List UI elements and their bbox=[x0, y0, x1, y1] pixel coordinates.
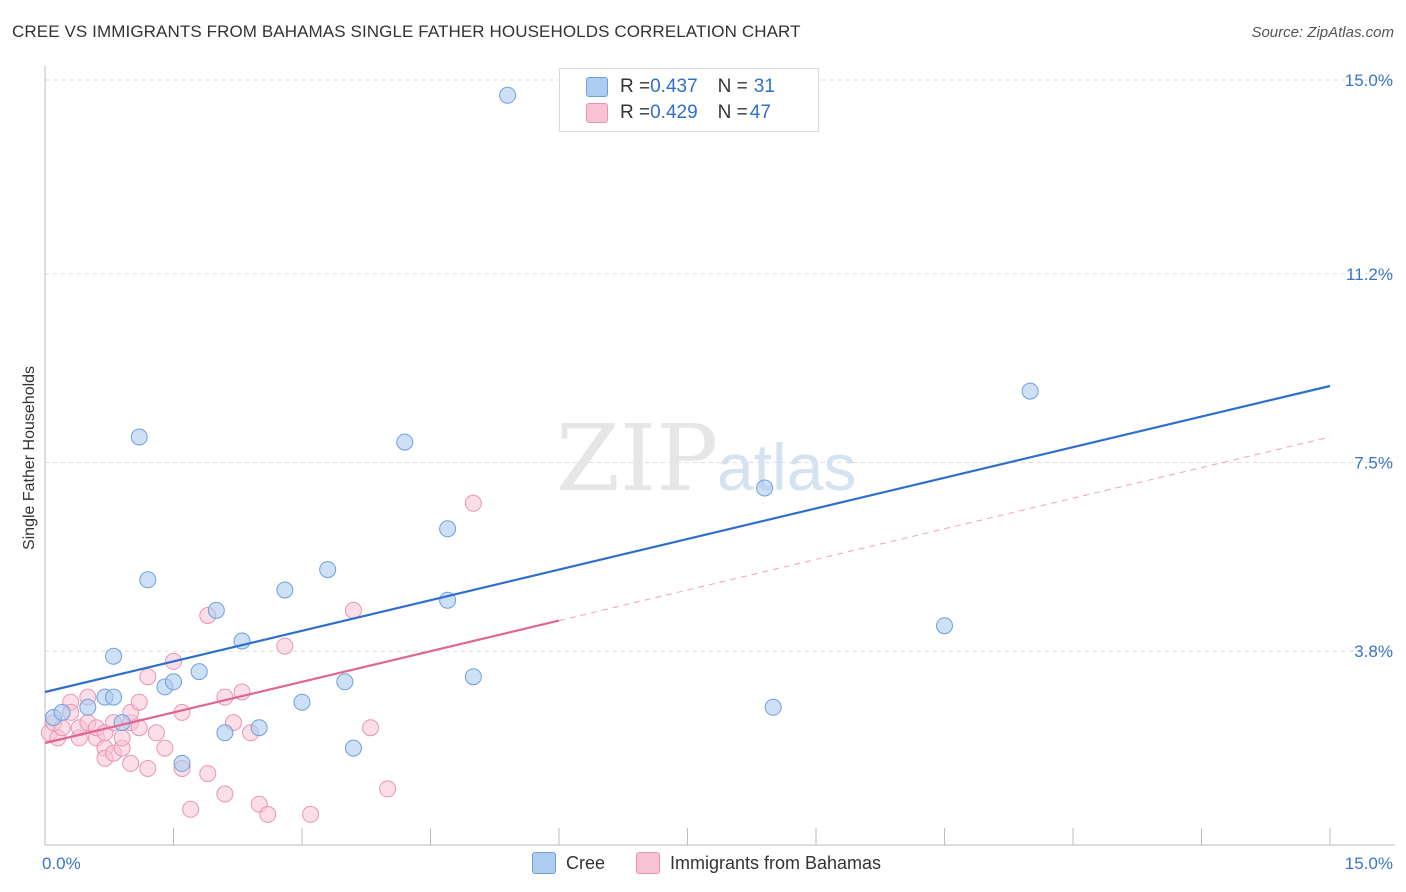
cree-point bbox=[165, 673, 182, 691]
bahamas-point bbox=[302, 805, 320, 823]
legend-r-label: R = bbox=[620, 76, 651, 97]
x-tick-label: 15.0% bbox=[1345, 854, 1393, 873]
cree-point bbox=[499, 86, 517, 104]
cree-point bbox=[764, 698, 782, 716]
bahamas-point bbox=[464, 494, 482, 512]
cree-point bbox=[276, 581, 294, 599]
bahamas-point bbox=[216, 688, 234, 706]
legend-row-bahamas: R = 0.429 N = 47 bbox=[586, 101, 771, 125]
cree-point bbox=[105, 688, 123, 706]
watermark-atlas: atlas bbox=[717, 430, 856, 504]
cree-point bbox=[53, 703, 71, 721]
y-tick-label: 15.0% bbox=[1345, 71, 1393, 90]
cree-point bbox=[293, 693, 311, 711]
legend-item-cree: Cree bbox=[532, 852, 605, 874]
legend-r-value: 0.437 bbox=[650, 76, 698, 97]
cree-point bbox=[464, 668, 482, 686]
cree-point bbox=[190, 663, 208, 681]
cree-series bbox=[45, 86, 1039, 772]
bahamas-point bbox=[379, 780, 397, 798]
cree-point bbox=[756, 479, 774, 497]
source-label: Source: ZipAtlas.com bbox=[1251, 24, 1394, 41]
series-legend: Cree Immigrants from Bahamas bbox=[0, 850, 1406, 880]
bahamas-point bbox=[216, 785, 234, 803]
y-tick-label: 11.2% bbox=[1346, 265, 1393, 284]
grid-lines bbox=[45, 79, 1395, 652]
bahamas-point bbox=[259, 805, 277, 823]
bahamas-trend-extension bbox=[558, 436, 1331, 622]
cree-swatch bbox=[532, 852, 556, 874]
trend-lines bbox=[44, 384, 1331, 745]
bahamas-point bbox=[139, 668, 157, 686]
cree-point bbox=[1021, 382, 1039, 400]
cree-point bbox=[79, 698, 97, 716]
bahamas-swatch bbox=[636, 852, 660, 874]
cree-point bbox=[396, 433, 414, 451]
bahamas-point bbox=[156, 739, 174, 757]
legend-label-cree: Cree bbox=[566, 852, 606, 873]
legend-row-cree: R = 0.437 N = 31 bbox=[586, 75, 775, 99]
bahamas-point bbox=[147, 724, 165, 742]
cree-point bbox=[139, 571, 157, 589]
cree-point bbox=[250, 719, 268, 737]
bahamas-point bbox=[182, 800, 200, 818]
legend-r-label: R = bbox=[620, 102, 651, 123]
chart-title: CREE VS IMMIGRANTS FROM BAHAMAS SINGLE F… bbox=[12, 22, 801, 41]
bahamas-swatch bbox=[586, 103, 608, 123]
cree-point bbox=[207, 601, 225, 619]
cree-point bbox=[936, 617, 953, 635]
cree-point bbox=[319, 561, 337, 579]
cree-point bbox=[336, 673, 354, 691]
bahamas-point bbox=[139, 760, 157, 777]
bahamas-point bbox=[122, 754, 140, 772]
cree-point bbox=[439, 520, 457, 538]
bahamas-point bbox=[130, 693, 148, 711]
legend-n-value: 31 bbox=[753, 76, 775, 97]
cree-point bbox=[216, 724, 234, 742]
legend-n-label: N = bbox=[717, 76, 748, 97]
bahamas-point bbox=[199, 765, 217, 783]
legend-n-label: N = bbox=[717, 102, 748, 123]
y-tick-label: 3.8% bbox=[1354, 642, 1393, 661]
cree-trend-line bbox=[44, 384, 1331, 694]
bahamas-point bbox=[276, 637, 294, 655]
watermark-zip: ZIP bbox=[556, 405, 718, 512]
axes bbox=[44, 66, 1395, 846]
cree-point bbox=[105, 647, 123, 665]
cree-swatch bbox=[586, 77, 608, 97]
legend-label-bahamas: Immigrants from Bahamas bbox=[670, 852, 882, 873]
cree-point bbox=[130, 428, 148, 446]
bahamas-trend-line bbox=[44, 619, 560, 745]
bahamas-point bbox=[344, 601, 362, 619]
y-tick-label: 7.5% bbox=[1354, 454, 1393, 473]
tick-labels: 3.8% 7.5% 11.2% 15.0% 0.0% 15.0% bbox=[42, 71, 1393, 873]
bahamas-point bbox=[362, 719, 380, 737]
legend-item-bahamas: Immigrants from Bahamas bbox=[636, 852, 881, 874]
cree-point bbox=[173, 754, 191, 772]
legend-n-value: 47 bbox=[749, 102, 771, 123]
x-tick-label: 0.0% bbox=[42, 854, 81, 873]
cree-point bbox=[344, 739, 362, 757]
correlation-legend: R = 0.437 N = 31 R = 0.429 N = 47 bbox=[559, 68, 819, 132]
bahamas-point bbox=[113, 729, 131, 747]
legend-r-value: 0.429 bbox=[650, 102, 698, 123]
watermark: ZIP atlas bbox=[556, 405, 856, 512]
